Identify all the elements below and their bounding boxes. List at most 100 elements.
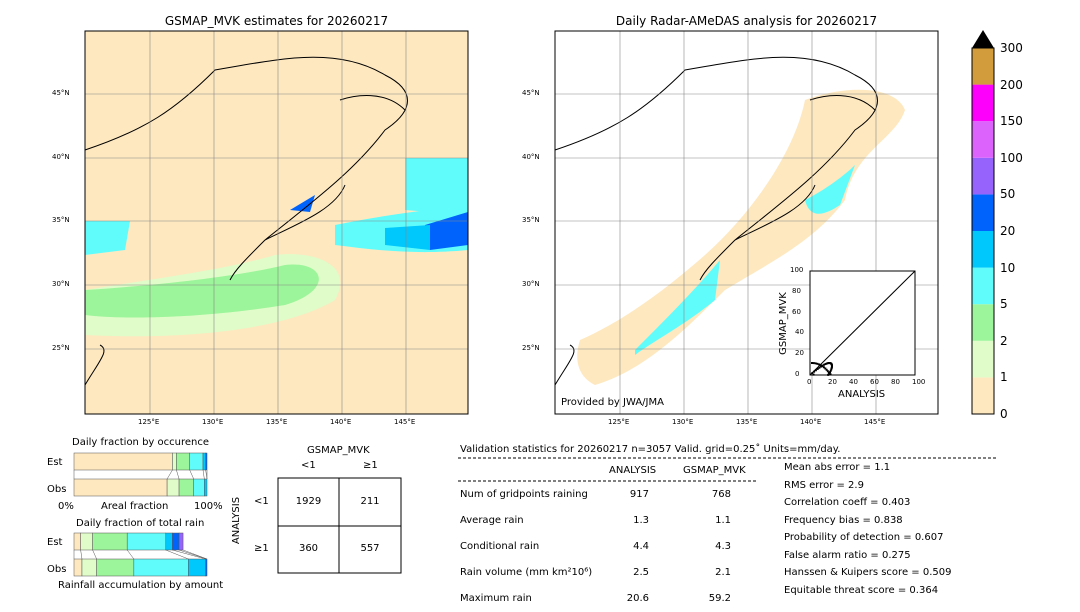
lon-tick-label: 125°E (608, 418, 630, 426)
rain-core (385, 225, 430, 250)
fraction-bar-segment (92, 532, 128, 551)
fraction-bar-segment (204, 478, 208, 497)
fraction-bar-segment (189, 452, 204, 471)
lat-tick-label: 45°N (52, 89, 70, 97)
scatter-x-tick: 40 (849, 378, 858, 386)
rain-area-north (405, 158, 468, 215)
colorbar-segment (972, 84, 994, 122)
scatter-y-tick: 20 (795, 349, 804, 358)
scatter-point (827, 373, 830, 376)
fraction-bar-segment (73, 532, 81, 551)
stats-gsmap-value: 768 (711, 489, 731, 500)
colorbar-segment (972, 48, 994, 85)
stats-analysis-value: 917 (629, 489, 649, 500)
lat-tick-label: 40°N (522, 153, 540, 161)
colorbar-segment (972, 194, 994, 231)
map-frame (84, 30, 469, 415)
contingency-col-0: <1 (301, 460, 316, 471)
stats-row-label: Conditional rain (460, 541, 540, 552)
colorbar-tick-label: 1 (1000, 370, 1008, 385)
lon-tick-label: 140°E (330, 418, 352, 426)
left-map (84, 30, 469, 415)
stats-analysis-value: 20.6 (626, 593, 649, 604)
credit-text: Provided by JWA/JMA (561, 397, 664, 408)
colorbar-tick-label: 20 (1000, 224, 1016, 238)
connector-line (202, 469, 205, 480)
lon-tick-label: 140°E (800, 418, 822, 426)
contingency-row-1: ≥1 (254, 543, 269, 554)
score-line: Equitable threat score = 0.364 (784, 584, 939, 596)
colorbar-tick-label: 100 (1000, 150, 1023, 165)
lon-tick-label: 135°E (736, 418, 758, 426)
lat-tick-label: 30°N (52, 280, 70, 288)
scatter-point (829, 373, 832, 376)
stats-header: Validation statistics for 20260217 n=305… (460, 444, 841, 455)
fraction-bar-segment (202, 452, 206, 471)
scatter-point (824, 367, 827, 370)
colorbar-tick-label: 200 (1000, 77, 1023, 92)
fraction-bar-segment (188, 558, 206, 577)
lat-tick-label: 30°N (522, 280, 540, 288)
scatter-inset (809, 270, 916, 376)
stats-row-label: Num of gridpoints raining (460, 489, 588, 500)
diagonal-line (809, 270, 916, 376)
stats-gsmap-value: 2.1 (715, 567, 731, 578)
scatter-point (822, 366, 825, 369)
scatter-xlabel: ANALYSIS (838, 389, 886, 400)
fraction-bar-segment (73, 478, 168, 497)
contingency-col-1: ≥1 (363, 460, 378, 471)
scatter-y-tick: 100 (790, 266, 804, 274)
scatter-point (825, 362, 828, 365)
scatter-ylabel: GSMAP_MVK (777, 292, 789, 355)
cell-hit: 557 (360, 543, 380, 554)
stats-gsmap-value: 4.3 (715, 541, 731, 552)
score-line: Mean abs error = 1.1 (784, 462, 891, 473)
scatter-x-tick: 80 (891, 378, 900, 386)
stats-analysis-value: 1.3 (633, 515, 649, 526)
scatter-y-tick: 0 (795, 370, 800, 378)
connector-line (176, 469, 180, 480)
lon-tick-label: 145°E (394, 418, 416, 426)
score-line: Correlation coeff = 0.403 (784, 497, 911, 508)
colorbar-segment (972, 267, 994, 305)
scatter-x-tick: 60 (870, 378, 879, 386)
scatter-point (812, 362, 815, 365)
scatter-point (813, 370, 816, 373)
fraction-bar-segment (80, 532, 93, 551)
fraction-bar-segment (165, 532, 173, 551)
score-line: Frequency bias = 0.838 (784, 514, 903, 526)
scatter-x-tick: 100 (912, 378, 926, 386)
stats-gsmap-value: 1.1 (715, 515, 731, 526)
fraction-bar-segment (73, 558, 83, 577)
connector-line (189, 469, 194, 480)
lat-tick-label: 45°N (522, 89, 540, 97)
colorbar-tick-label: 2 (1000, 333, 1008, 348)
fraction-bar-segment (172, 532, 180, 551)
lon-tick-label: 135°E (266, 418, 288, 426)
colorbar-segment (972, 377, 994, 414)
occ-obs-label: Obs (47, 484, 67, 495)
connector-line (92, 549, 97, 560)
scatter-point (812, 373, 815, 376)
stats-row-label: Rain volume (mm km²10⁶) (460, 567, 593, 578)
colorbar-tick-label: 0 (1000, 407, 1008, 421)
colorbar-frame (971, 47, 995, 415)
stats-col-analysis: ANALYSIS (609, 465, 657, 476)
scatter-point (814, 362, 817, 365)
rain-spot (290, 195, 315, 212)
lat-tick-label: 35°N (522, 216, 540, 224)
scatter-x-tick: 0 (807, 378, 812, 386)
occurrence-title: Daily fraction by occurence (72, 437, 210, 448)
rain-band-green (85, 264, 319, 318)
scatter-point (830, 368, 833, 371)
occ-est-label: Est (47, 457, 63, 468)
scatter-point (820, 365, 823, 368)
fraction-bar-segment (81, 558, 97, 577)
scatter-point (819, 364, 822, 367)
lat-tick-label: 35°N (52, 216, 70, 224)
contingency-row-label: ANALYSIS (231, 496, 243, 545)
rain-fraction-title: Daily fraction of total rain (76, 518, 205, 529)
fraction-bar-segment (176, 452, 190, 471)
